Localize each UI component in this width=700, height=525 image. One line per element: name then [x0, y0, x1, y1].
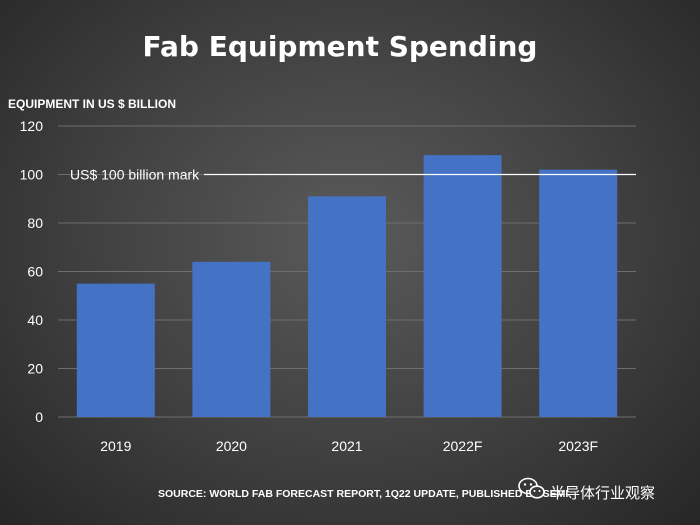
wechat-icon: [518, 477, 545, 499]
x-tick-label: 2023F: [558, 438, 598, 454]
y-tick-label: 20: [27, 361, 43, 377]
y-tick-label: 40: [27, 312, 43, 328]
y-tick-label: 80: [27, 215, 43, 231]
x-tick-label: 2020: [216, 438, 247, 454]
bar-2022F: [423, 155, 502, 417]
bar-2021: [308, 196, 386, 417]
bar-2023F: [539, 169, 618, 417]
x-tick-label: 2019: [100, 438, 131, 454]
bar-2020: [192, 261, 271, 417]
chart-title: Fab Equipment Spending: [143, 30, 538, 63]
watermark-text: 半导体行业观察: [550, 484, 655, 502]
y-tick-label: 60: [27, 264, 43, 280]
y-tick-label: 120: [20, 118, 44, 134]
x-axis-ticks: 2019 2020 2021 2022F 2023F: [100, 438, 598, 454]
reference-line-label: US$ 100 billion mark: [70, 167, 200, 183]
y-axis-ticks: 0 20 40 60 80 100 120: [20, 118, 44, 425]
x-tick-label: 2021: [331, 438, 362, 454]
x-tick-label: 2022F: [443, 438, 483, 454]
y-tick-label: 0: [35, 409, 43, 425]
bars: [76, 155, 618, 417]
y-axis-label: EQUIPMENT IN US $ BILLION: [8, 97, 176, 111]
bar-2019: [76, 283, 155, 417]
watermark: 半导体行业观察: [518, 477, 655, 502]
y-tick-label: 100: [20, 167, 44, 183]
source-note: SOURCE: WORLD FAB FORECAST REPORT, 1Q22 …: [158, 488, 568, 500]
